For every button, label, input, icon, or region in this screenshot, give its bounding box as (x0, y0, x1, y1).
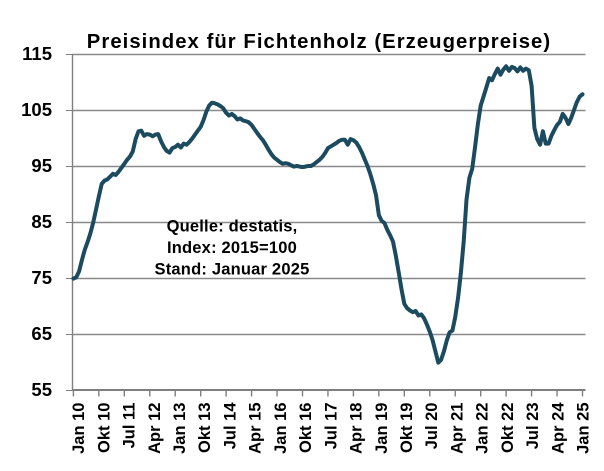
svg-text:75: 75 (31, 267, 52, 288)
svg-text:55: 55 (31, 379, 52, 400)
svg-text:Index: 2015=100: Index: 2015=100 (167, 239, 297, 257)
svg-text:Jul 17: Jul 17 (322, 403, 340, 450)
svg-text:Jan 13: Jan 13 (171, 403, 189, 454)
svg-text:115: 115 (22, 43, 52, 64)
svg-text:Jan 16: Jan 16 (272, 403, 290, 454)
svg-text:Apr 12: Apr 12 (146, 403, 164, 454)
svg-text:Jul 14: Jul 14 (221, 402, 239, 450)
svg-text:Apr 15: Apr 15 (247, 403, 265, 454)
svg-text:105: 105 (21, 99, 52, 120)
svg-text:Apr 24: Apr 24 (549, 402, 567, 454)
svg-text:Okt 22: Okt 22 (499, 403, 517, 453)
svg-text:95: 95 (31, 155, 52, 176)
svg-text:Stand: Januar 2025: Stand: Januar 2025 (155, 261, 310, 279)
svg-text:Okt 16: Okt 16 (297, 403, 315, 453)
svg-text:Jan 10: Jan 10 (70, 403, 88, 454)
svg-text:Okt 19: Okt 19 (398, 403, 416, 453)
svg-text:65: 65 (31, 323, 52, 344)
svg-text:Apr 18: Apr 18 (348, 403, 366, 454)
svg-text:85: 85 (31, 211, 52, 232)
svg-text:Jan 22: Jan 22 (474, 403, 492, 454)
svg-text:Jan 19: Jan 19 (373, 403, 391, 454)
svg-text:Jul 23: Jul 23 (524, 403, 542, 450)
svg-text:Quelle: destatis,: Quelle: destatis, (167, 217, 298, 235)
svg-text:Jan 25: Jan 25 (575, 403, 593, 454)
svg-text:Preisindex für Fichtenholz (E: Preisindex für Fichtenholz (Erzeugerprei… (87, 31, 551, 53)
svg-text:Okt 10: Okt 10 (95, 403, 113, 453)
svg-text:Apr 21: Apr 21 (448, 403, 466, 454)
svg-text:Jul 11: Jul 11 (121, 403, 139, 449)
svg-text:Okt 13: Okt 13 (196, 403, 214, 453)
svg-text:Jul 20: Jul 20 (423, 403, 441, 450)
